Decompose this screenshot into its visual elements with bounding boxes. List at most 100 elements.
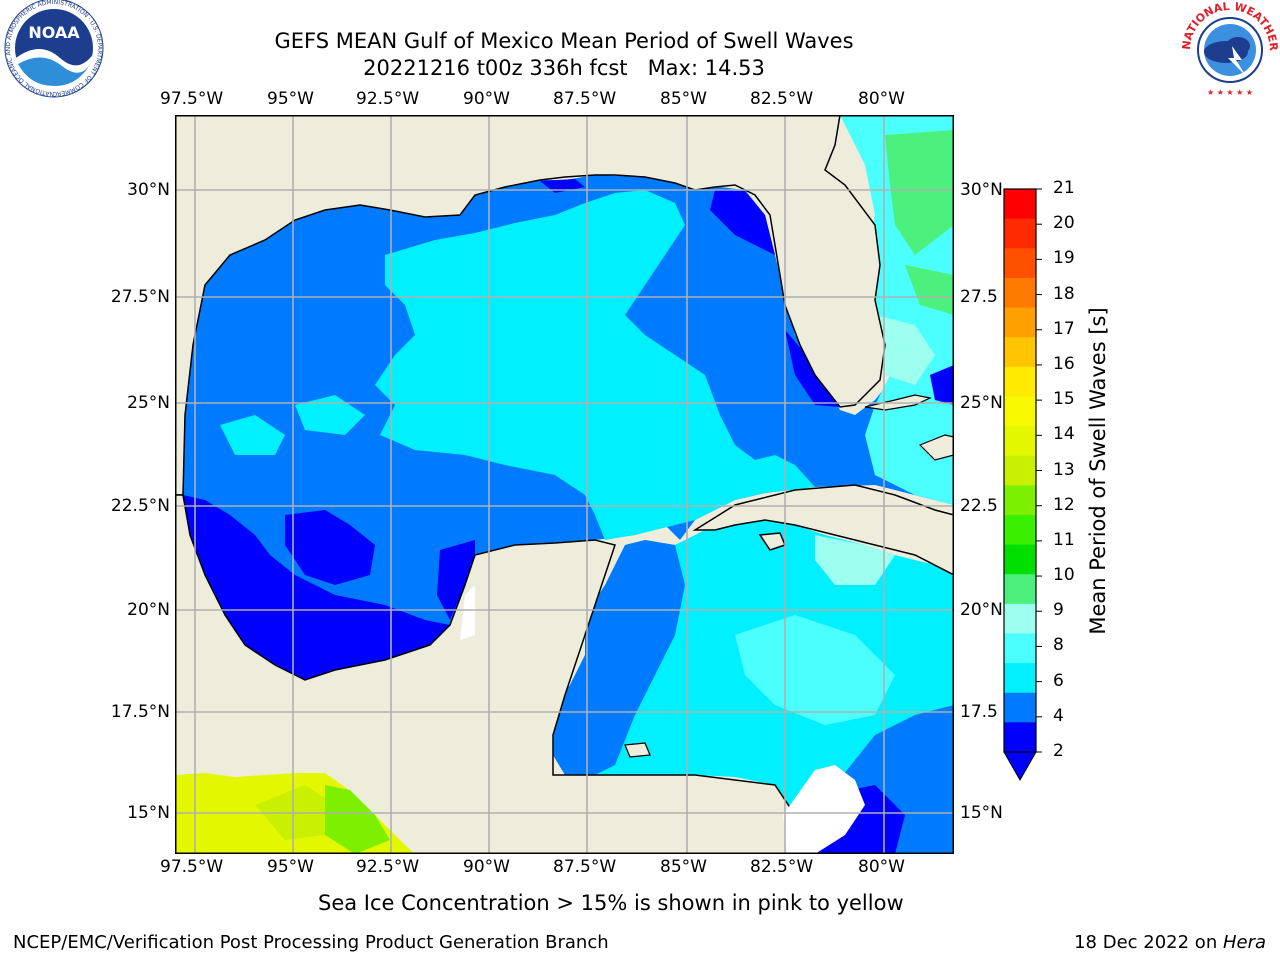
colorbar-segment <box>1004 485 1036 516</box>
footer-date: 18 Dec 2022 on Hera <box>1074 932 1266 953</box>
lon-tick-top: 87.5°W <box>553 89 617 109</box>
swell-dark-patch <box>285 510 375 585</box>
land-bahamas <box>918 434 954 461</box>
colorbar-tick-label: 11 <box>1053 529 1075 550</box>
nws-logo: NATIONAL WEATHER SERVICE ★ ★ ★ ★ ★ <box>1176 0 1280 97</box>
colorbar-tick-label: 8 <box>1053 635 1064 656</box>
swell-dark-patch <box>710 190 775 255</box>
colorbar-segment <box>1004 514 1036 546</box>
colorbar-tick-label: 21 <box>1053 178 1075 198</box>
colorbar-tick-label: 19 <box>1053 248 1075 269</box>
lon-tick-top: 82.5°W <box>750 89 814 109</box>
colorbar-segment <box>1004 722 1036 753</box>
footer-date-text: 18 Dec 2022 on <box>1074 932 1223 953</box>
colorbar-tick-label: 4 <box>1053 705 1064 726</box>
swell-dark-patch <box>437 540 475 620</box>
data-gap <box>783 765 865 854</box>
lon-tick-bottom: 82.5°W <box>750 857 814 877</box>
lon-tick-bottom: 85°W <box>660 857 707 877</box>
swell-cyan-region <box>375 190 815 540</box>
lon-tick-top: 97.5°W <box>160 89 224 109</box>
footer-credit: NCEP/EMC/Verification Post Processing Pr… <box>13 932 609 953</box>
lon-tick-bottom: 92.5°W <box>356 857 420 877</box>
colorbar-tick-label: 13 <box>1053 459 1075 480</box>
colorbar-tick-label: 20 <box>1053 213 1075 234</box>
colorbar-segment <box>1004 248 1036 279</box>
sea-ice-caption: Sea Ice Concentration > 15% is shown in … <box>318 891 904 915</box>
colorbar-segment <box>1004 189 1036 220</box>
atlantic-light-patch <box>875 315 935 385</box>
atlantic-dark-patch <box>930 365 954 405</box>
lon-tick-top: 90°W <box>463 89 510 109</box>
caribbean-blue-band <box>553 540 685 775</box>
colorbar-segment <box>1004 663 1036 694</box>
colorbar-underflow-triangle <box>1003 751 1037 782</box>
lat-tick-left: 30°N <box>127 180 170 200</box>
lon-tick-top: 80°W <box>858 89 905 109</box>
colorbar-tick-label: 17 <box>1053 318 1075 339</box>
colorbar-segment <box>1004 426 1036 457</box>
colorbar-segment <box>1004 692 1036 723</box>
caribbean-light-patch <box>815 535 895 585</box>
lat-tick-left: 15°N <box>127 803 170 823</box>
colorbar <box>1003 188 1042 782</box>
colorbar-tick-label: 12 <box>1053 494 1075 515</box>
lon-tick-bottom: 97.5°W <box>160 857 224 877</box>
colorbar-tick-label: 2 <box>1053 741 1064 761</box>
lon-tick-top: 85°W <box>660 89 707 109</box>
lon-tick-bottom: 90°W <box>463 857 510 877</box>
colorbar-segment <box>1004 366 1036 397</box>
land-yucatan-isle <box>624 742 651 758</box>
chart-subtitle: 20221216 t00z 336h fcst Max: 14.53 <box>363 56 765 80</box>
colorbar-segment <box>1004 574 1036 605</box>
graticule <box>175 115 954 854</box>
colorbar-segment <box>1004 277 1036 309</box>
colorbar-tick-label: 14 <box>1053 424 1075 445</box>
colorbar-label: Mean Period of Swell Waves [s] <box>1086 307 1110 635</box>
sea-ice-green-patch <box>325 785 390 854</box>
colorbar-segment <box>1004 337 1036 368</box>
data-gap <box>460 585 475 640</box>
chart-title: GEFS MEAN Gulf of Mexico Mean Period of … <box>274 29 854 53</box>
colorbar-tick-label: 10 <box>1053 565 1075 586</box>
colorbar-tick-label: 16 <box>1053 353 1075 374</box>
lat-tick-right: 15°N <box>960 803 1003 823</box>
colorbar-segment <box>1004 455 1036 486</box>
map-frame <box>175 115 954 854</box>
lat-tick-left: 17.5°N <box>110 702 170 722</box>
noaa-logo-text: NOAA <box>28 23 80 42</box>
svg-text:★ ★ ★ ★ ★: ★ ★ ★ ★ ★ <box>1207 88 1253 97</box>
colorbar-tick-label: 9 <box>1053 600 1064 621</box>
lat-tick-left: 20°N <box>127 600 170 620</box>
lat-tick-right: 25°N <box>960 393 1003 413</box>
colorbar-segment <box>1004 633 1036 664</box>
colorbar-segment <box>1004 396 1036 427</box>
colorbar-segment <box>1004 544 1036 575</box>
lon-tick-top: 92.5°W <box>356 89 420 109</box>
land-cuba <box>692 484 954 576</box>
lat-tick-left: 27.5°N <box>110 287 170 307</box>
colorbar-segment <box>1004 603 1036 634</box>
colorbar-segment <box>1004 307 1036 338</box>
lon-tick-top: 95°W <box>267 89 314 109</box>
lat-tick-right: 20°N <box>960 600 1003 620</box>
lon-tick-bottom: 87.5°W <box>553 857 617 877</box>
noaa-logo: NOAA NATIONAL OCEANIC AND ATMOSPHERIC AD… <box>0 0 104 98</box>
lat-tick-left: 25°N <box>127 393 170 413</box>
lat-tick-right: 17.5 <box>960 702 998 722</box>
atlantic-green-patch <box>885 130 954 255</box>
colorbar-tick-label: 6 <box>1053 670 1064 691</box>
map-panel <box>175 115 954 854</box>
caribbean-light-patch <box>735 615 895 725</box>
lat-tick-left: 22.5°N <box>110 496 170 516</box>
colorbar-tick-label: 15 <box>1053 389 1075 410</box>
lon-tick-bottom: 95°W <box>267 857 314 877</box>
swell-dark-patch <box>183 495 450 680</box>
swell-cyan-region <box>295 395 365 435</box>
lat-tick-right: 27.5 <box>960 287 998 307</box>
swell-cyan-region <box>220 415 285 455</box>
lat-tick-right: 30°N <box>960 180 1003 200</box>
colorbar-segment <box>1004 218 1036 249</box>
land-mexico <box>175 494 806 854</box>
atlantic-green-patch <box>905 265 954 315</box>
